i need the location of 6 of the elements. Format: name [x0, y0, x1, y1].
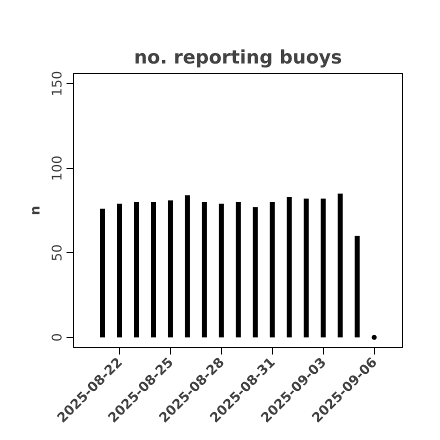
y-tick-label: 100: [50, 155, 66, 181]
y-axis-title: n: [28, 206, 44, 216]
y-tick-label: 150: [50, 70, 66, 96]
y-tick-label: 0: [50, 333, 66, 342]
chart-title: no. reporting buoys: [134, 48, 342, 68]
y-tick-label: 50: [50, 244, 66, 262]
